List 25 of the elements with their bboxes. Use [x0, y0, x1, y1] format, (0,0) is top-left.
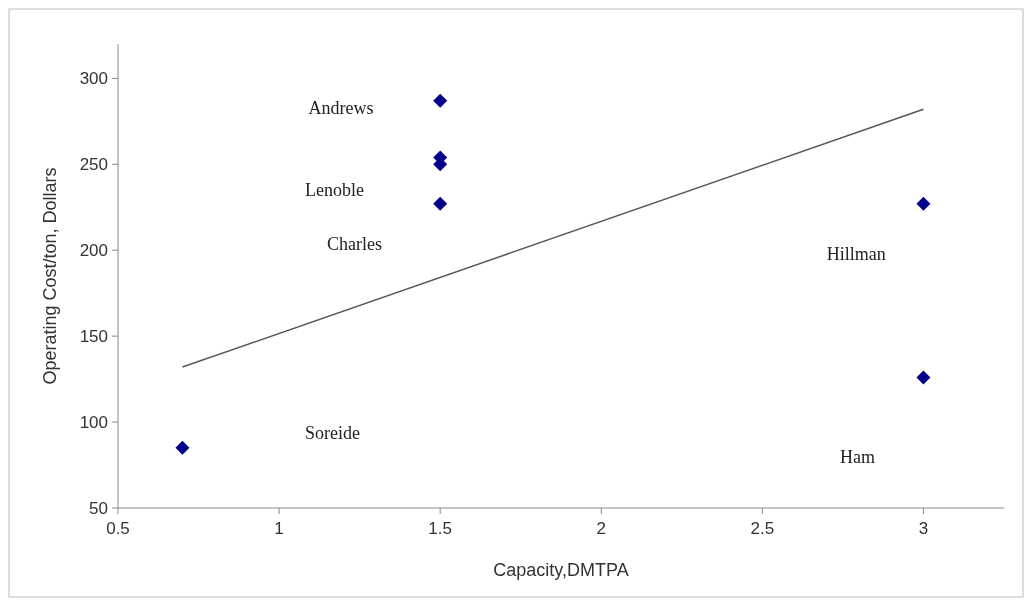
annotation: Ham [840, 446, 876, 467]
x-tick-label: 1 [274, 519, 284, 538]
x-axis-title: Capacity,DMTPA [493, 560, 629, 580]
y-axis-title: Operating Cost/ton, Dollars [40, 167, 60, 385]
annotation: Charles [327, 233, 383, 254]
x-tick-label: 1.5 [428, 519, 452, 538]
annotation: Lenoble [304, 180, 364, 201]
annotation: Soreide [304, 422, 360, 443]
y-tick-label: 250 [79, 155, 108, 175]
x-tick-label: 3 [918, 519, 929, 538]
y-tick-label: 100 [79, 413, 108, 433]
x-tick-label: 2.5 [750, 519, 775, 538]
point [916, 196, 931, 211]
x-tick-label: 0.5 [106, 519, 130, 538]
y-tick-label: 300 [79, 69, 108, 89]
point [175, 440, 190, 455]
point [916, 370, 931, 385]
y-tick-label: 50 [89, 498, 108, 518]
point [433, 93, 448, 108]
y-tick-label: 200 [79, 241, 108, 261]
y-tick-label: 150 [79, 327, 108, 347]
point [433, 196, 448, 211]
annotation: Andrews [308, 97, 374, 118]
annotation: Hillman [826, 244, 886, 265]
x-tick-label: 2 [596, 519, 607, 538]
